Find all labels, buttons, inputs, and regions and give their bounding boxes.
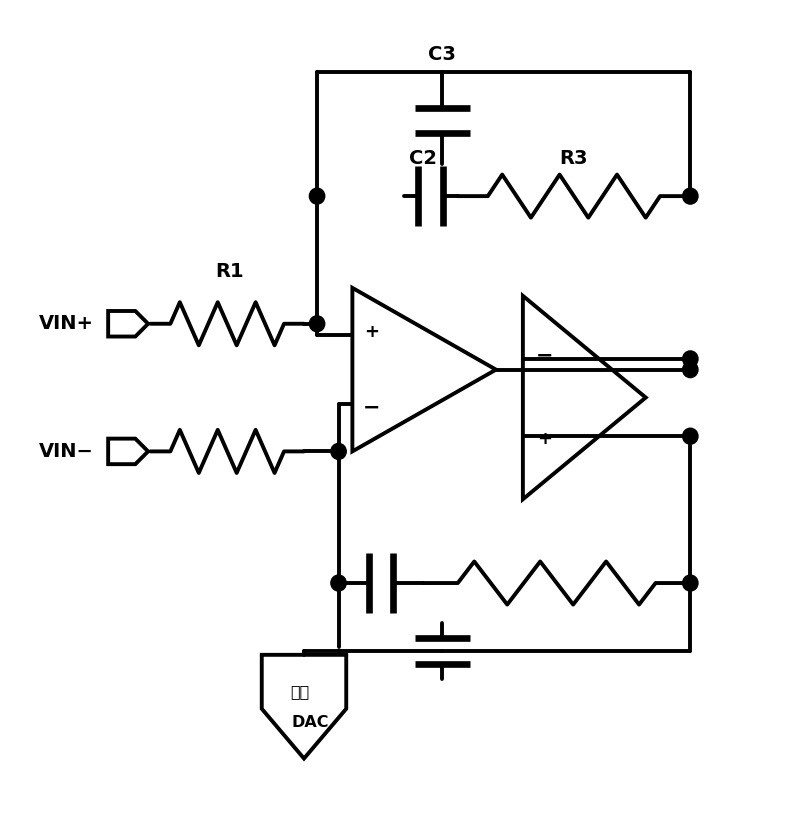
Circle shape [310, 188, 325, 204]
Circle shape [682, 428, 698, 445]
Circle shape [310, 316, 325, 332]
Text: C3: C3 [428, 46, 456, 65]
Text: R3: R3 [560, 150, 588, 168]
Circle shape [682, 575, 698, 591]
Circle shape [682, 351, 698, 366]
Text: +: + [537, 430, 552, 449]
Circle shape [682, 188, 698, 204]
Text: +: + [364, 323, 379, 341]
Text: −: − [363, 397, 380, 417]
Circle shape [682, 361, 698, 377]
Text: C2: C2 [409, 150, 437, 168]
Text: −: − [536, 346, 553, 366]
Text: R1: R1 [215, 263, 244, 282]
Text: VIN−: VIN− [39, 442, 94, 461]
Text: DAC: DAC [291, 715, 329, 730]
Circle shape [331, 444, 346, 460]
Text: VIN+: VIN+ [39, 314, 94, 333]
Circle shape [331, 575, 346, 591]
Text: 电流: 电流 [290, 684, 310, 699]
